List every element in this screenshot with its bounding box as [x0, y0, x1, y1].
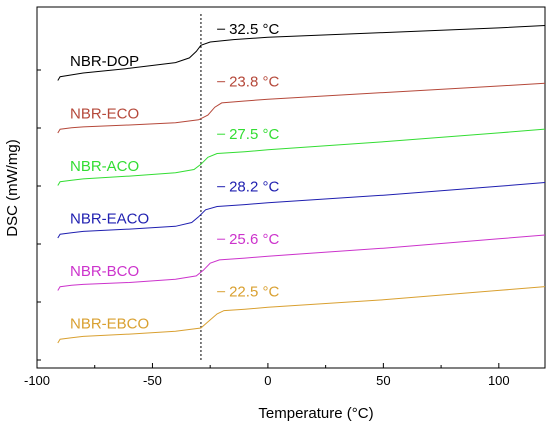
series-line-nbr-eaco [57, 182, 546, 239]
tg-label-nbr-eco: 23.8 °C [229, 74, 279, 91]
tg-label-nbr-bco: 25.6 °C [229, 231, 279, 248]
series-labels: NBR-DOP 32.5 °C NBR-ECO 23.8 °C NBR-ACO 27.5 … [70, 21, 279, 332]
tg-label-nbr-dop: 32.5 °C [229, 21, 279, 38]
x-tick-label: 100 [488, 373, 510, 388]
x-tick-label: 50 [376, 373, 390, 388]
x-tick-label: -100 [24, 373, 50, 388]
y-axis-title: DSC (mW/mg) [4, 139, 21, 237]
x-tick-label: 0 [264, 373, 271, 388]
series-label-nbr-aco: NBR-ACO [70, 158, 139, 175]
plot-frame [36, 6, 546, 369]
series-label-nbr-eaco: NBR-EACO [70, 211, 149, 228]
series-label-nbr-eco: NBR-ECO [70, 106, 139, 123]
series-line-nbr-bco [57, 234, 546, 291]
series-label-nbr-dop: NBR-DOP [70, 53, 139, 70]
series-line-nbr-dop [57, 25, 546, 81]
series-line-nbr-aco [57, 128, 546, 186]
tg-label-nbr-eaco: 28.2 °C [229, 179, 279, 196]
tg-label-nbr-ebco: 22.5 °C [229, 284, 279, 301]
series-line-nbr-ebco [57, 286, 546, 344]
tg-label-nbr-aco: 27.5 °C [229, 126, 279, 143]
x-tick-label: -50 [143, 373, 162, 388]
series-line-nbr-eco [57, 82, 546, 134]
series-group [57, 25, 546, 344]
x-axis-ticks: -100 -50 0 50 100 [24, 363, 510, 388]
series-label-nbr-bco: NBR-BCO [70, 263, 139, 280]
series-label-nbr-ebco: NBR-EBCO [70, 316, 149, 333]
x-axis-title: Temperature (°C) [258, 405, 373, 422]
y-axis-ticks [37, 69, 41, 361]
